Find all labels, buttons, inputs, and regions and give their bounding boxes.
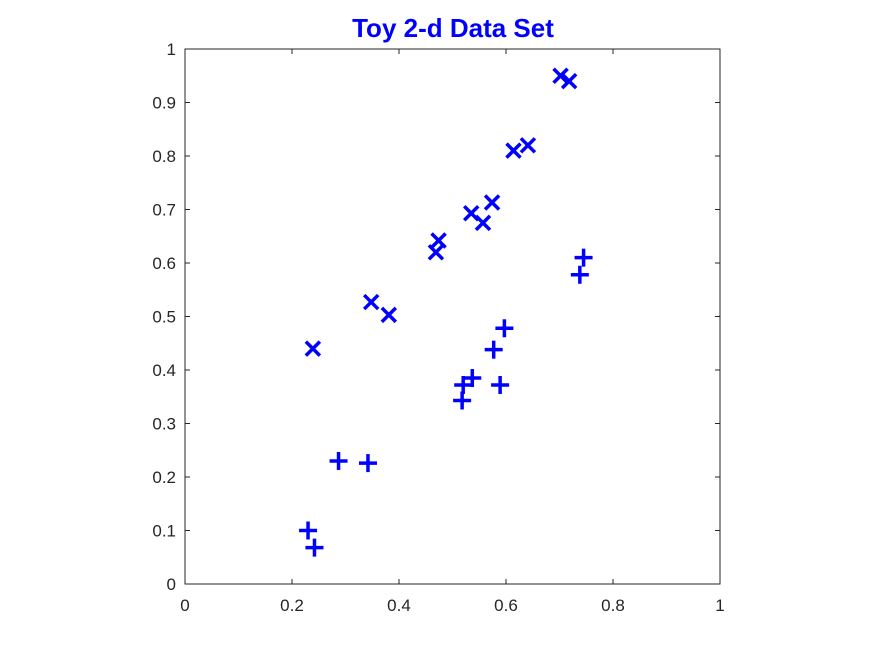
plus-marker-point: [463, 369, 482, 388]
y-tick-label: 0.3: [152, 415, 176, 434]
x-marker-point: [380, 306, 398, 324]
plus-marker-point: [574, 248, 593, 267]
plus-marker-point: [305, 538, 324, 557]
x-tick-label: 0.2: [280, 596, 304, 615]
y-tick-label: 0.2: [152, 468, 176, 487]
y-tick-label: 0.4: [152, 361, 176, 380]
x-marker-point: [362, 293, 380, 311]
x-marker-point: [505, 142, 522, 159]
plus-marker-point: [299, 521, 318, 540]
x-marker-point: [519, 137, 537, 154]
plus-marker-point: [495, 319, 514, 338]
x-marker-point: [560, 72, 578, 90]
y-tick-label: 0.5: [152, 308, 176, 327]
x-marker-point: [430, 232, 447, 249]
y-tick-label: 0.7: [152, 201, 176, 220]
y-tick-label: 0.6: [152, 254, 176, 273]
x-tick-label: 1: [715, 596, 724, 615]
x-tick-label: 0.8: [601, 596, 625, 615]
y-tick-label: 0.8: [152, 147, 176, 166]
y-tick-label: 1: [167, 40, 176, 59]
plus-marker-point: [491, 375, 510, 394]
data-markers: [299, 67, 593, 557]
x-marker-point: [304, 340, 322, 357]
x-marker-point: [552, 67, 569, 84]
chart-title: Toy 2-d Data Set: [352, 13, 554, 43]
plus-marker-point: [454, 375, 473, 394]
y-tick-label: 0.9: [152, 94, 176, 113]
x-marker-point: [474, 214, 492, 232]
x-tick-label: 0: [180, 596, 189, 615]
y-tick-label: 0: [167, 575, 176, 594]
y-tick-label: 0.1: [152, 522, 176, 541]
x-marker-point: [483, 194, 501, 211]
x-tick-label: 0.6: [494, 596, 518, 615]
x-marker-point: [427, 244, 445, 261]
plus-marker-point: [358, 454, 377, 473]
x-tick-label: 0.4: [387, 596, 411, 615]
plus-marker-point: [484, 340, 503, 359]
axes-box: [184, 48, 721, 585]
plus-marker-point: [570, 265, 589, 284]
plus-marker-point: [329, 451, 348, 470]
axes-background: [185, 49, 720, 584]
plus-marker-point: [453, 391, 472, 410]
